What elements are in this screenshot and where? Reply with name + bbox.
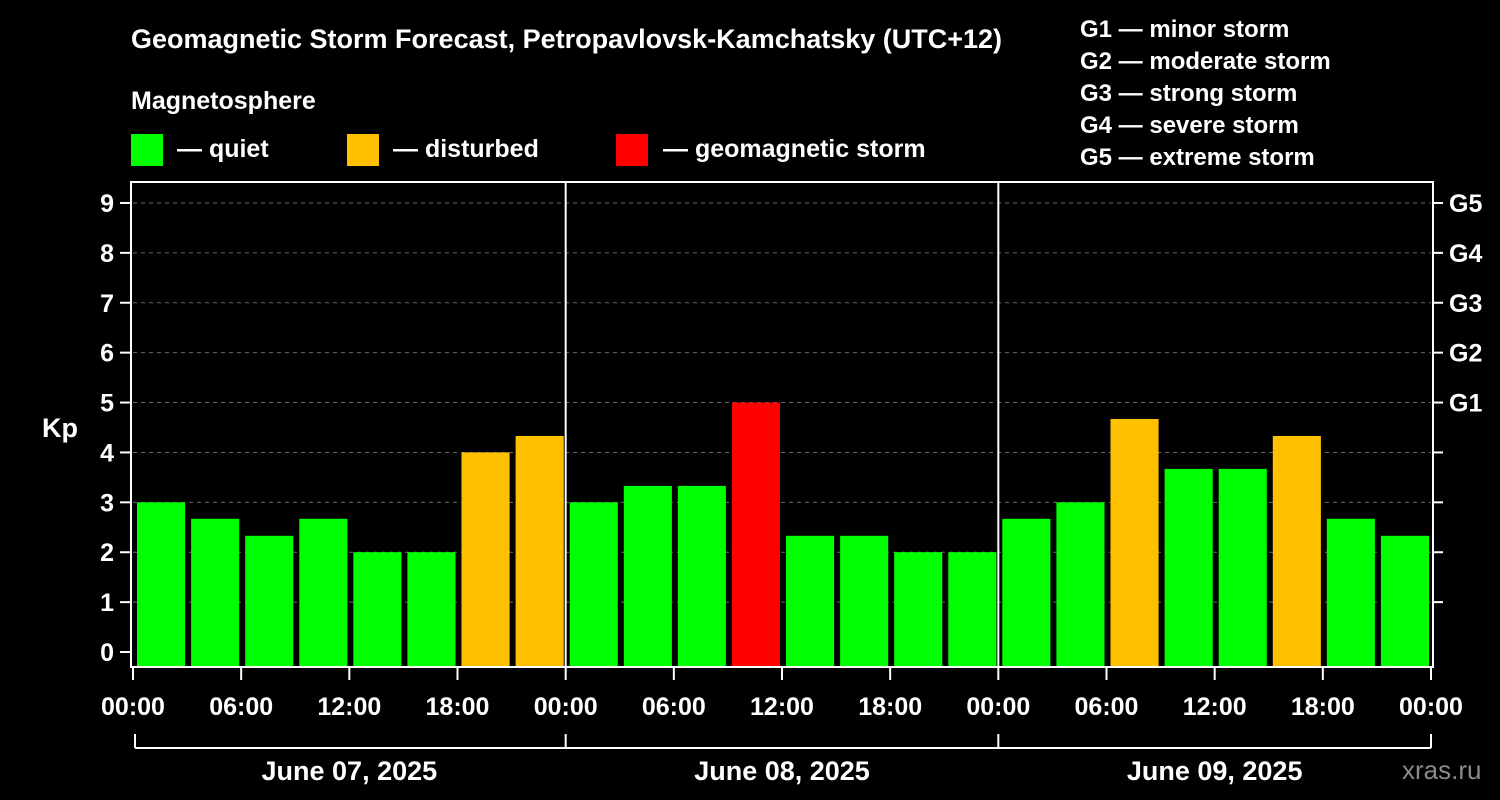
storm-scale-g2: G2 — moderate storm: [1080, 48, 1331, 75]
day-label: June 07, 2025: [262, 756, 438, 786]
x-tick-label: 18:00: [1291, 693, 1355, 721]
kp-bar: [677, 485, 726, 667]
storm-scale-g4: G4 — severe storm: [1080, 112, 1299, 139]
storm-scale-g3: G3 — strong storm: [1080, 80, 1297, 107]
x-tick-label: 00:00: [1399, 693, 1463, 721]
y-tick-label: 0: [100, 639, 114, 667]
storm-level-label: G2: [1449, 340, 1482, 368]
x-tick-label: 00:00: [101, 693, 165, 721]
kp-bar: [407, 552, 456, 667]
kp-bar: [1164, 468, 1213, 667]
storm-scale-g5: G5 — extreme storm: [1080, 144, 1315, 171]
legend-swatch-storm: [616, 134, 648, 166]
kp-bar: [1002, 518, 1051, 667]
kp-bar: [894, 552, 943, 667]
kp-bar: [191, 518, 240, 667]
legend-heading: Magnetosphere: [131, 87, 316, 115]
x-axis-ticks: 00:00 06:00 12:00 18:00 00:00 06:00 12:00 18:00…: [101, 667, 1463, 721]
y-tick-label: 8: [100, 240, 114, 268]
x-tick-label: 12:00: [317, 693, 381, 721]
y-tick-label: 5: [100, 390, 114, 418]
x-tick-label: 12:00: [1183, 693, 1247, 721]
kp-bar: [1218, 468, 1267, 667]
x-tick-label: 18:00: [426, 693, 490, 721]
kp-bar: [569, 502, 618, 667]
storm-level-axis: G1 G2 G3 G4 G5: [1433, 190, 1482, 604]
kp-bar: [1380, 535, 1429, 667]
kp-bar: [1272, 436, 1321, 667]
x-tick-label: 00:00: [534, 693, 598, 721]
kp-bar: [515, 436, 564, 667]
legend-label-disturbed: — disturbed: [393, 135, 539, 163]
x-tick-label: 12:00: [750, 693, 814, 721]
y-axis-ticks: 0 1 2 3 4 5 6 7 8 9: [100, 190, 131, 667]
x-tick-label: 18:00: [858, 693, 922, 721]
kp-bar: [948, 552, 997, 667]
kp-bar: [461, 452, 510, 667]
storm-level-label: G3: [1449, 290, 1482, 318]
legend-label-storm: — geomagnetic storm: [663, 135, 926, 163]
storm-level-label: G5: [1449, 190, 1482, 218]
x-tick-label: 06:00: [1075, 693, 1139, 721]
chart-title: Geomagnetic Storm Forecast, Petropavlovs…: [131, 24, 1002, 54]
y-tick-label: 7: [100, 290, 114, 318]
kp-bar: [245, 535, 294, 667]
day-label: June 08, 2025: [694, 756, 870, 786]
storm-scale-g1: G1 — minor storm: [1080, 16, 1289, 43]
gridlines: [133, 202, 1431, 603]
kp-bar: [1326, 518, 1375, 667]
kp-bar: [840, 535, 889, 667]
storm-level-label: G1: [1449, 390, 1482, 418]
y-tick-label: 1: [100, 589, 114, 617]
storm-level-label: G4: [1449, 240, 1482, 268]
kp-bar: [1056, 502, 1105, 667]
kp-bar: [786, 535, 835, 667]
x-tick-label: 00:00: [966, 693, 1030, 721]
kp-bar: [137, 502, 186, 667]
kp-bar: [623, 485, 672, 667]
x-tick-label: 06:00: [642, 693, 706, 721]
legend-label-quiet: — quiet: [177, 135, 269, 163]
watermark: xras.ru: [1402, 755, 1481, 785]
day-brackets: June 07, 2025 June 08, 2025 June 09, 2025: [134, 734, 1432, 786]
y-tick-label: 3: [100, 489, 114, 517]
kp-bar: [1110, 419, 1159, 667]
y-tick-label: 6: [100, 340, 114, 368]
y-tick-label: 2: [100, 539, 114, 567]
kp-bar: [731, 402, 780, 667]
y-tick-label: 4: [100, 439, 114, 467]
legend-swatch-disturbed: [347, 134, 379, 166]
y-axis-label: Kp: [42, 413, 78, 443]
y-tick-label: 9: [100, 190, 114, 218]
kp-bar: [299, 518, 348, 667]
day-label: June 09, 2025: [1127, 756, 1303, 786]
legend-swatch-quiet: [131, 134, 163, 166]
x-tick-label: 06:00: [209, 693, 273, 721]
bars: [137, 402, 1429, 667]
day-separators: [564, 183, 1000, 667]
kp-bar: [353, 552, 402, 667]
